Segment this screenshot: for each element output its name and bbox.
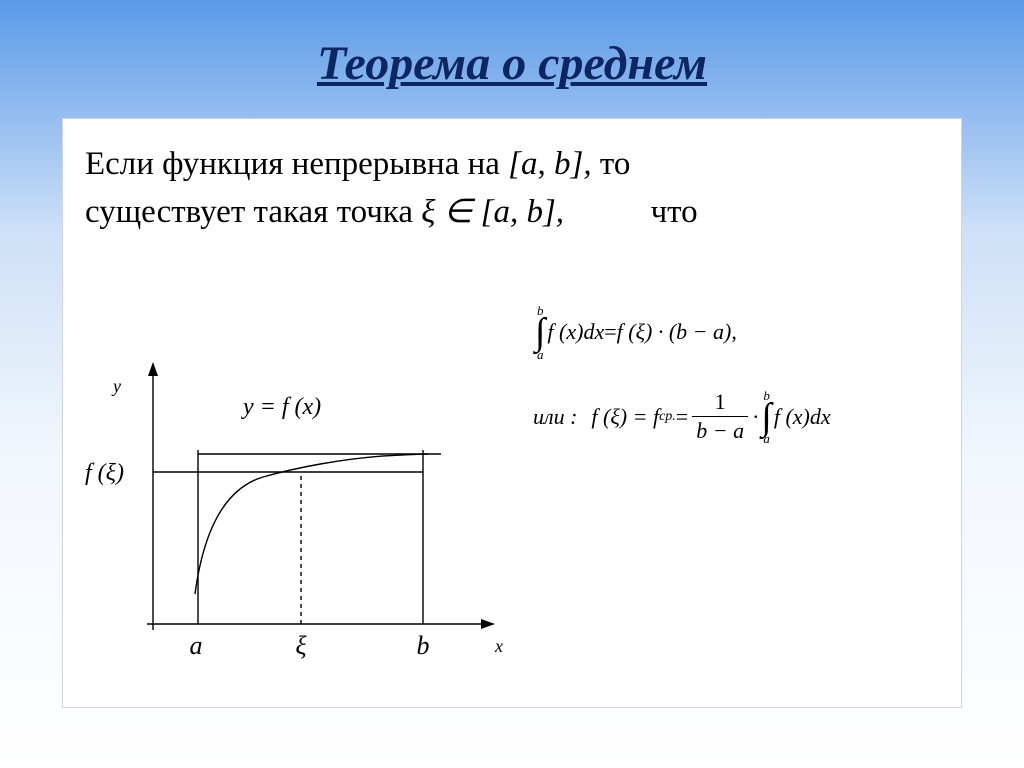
- a-label: a: [190, 631, 203, 660]
- formula2-dot: ·: [752, 404, 759, 430]
- frac-den: b − a: [692, 416, 748, 443]
- frac-num: 1: [711, 390, 730, 416]
- theorem-statement: Если функция непрерывна на [a, b], то су…: [85, 141, 939, 237]
- function-curve: [195, 454, 428, 594]
- x-axis-label: x: [494, 636, 503, 656]
- formula2-prefix: или :: [533, 404, 577, 430]
- theorem-line1-pre: Если функция непрерывна на: [85, 146, 508, 182]
- formula2-lhs: f (ξ) = f: [591, 404, 659, 430]
- lower-region: b ∫ a f (x)dx = f (ξ) · (b − a), или : f…: [63, 284, 961, 707]
- int1-lower: a: [537, 348, 544, 361]
- theorem-line2-post: что: [651, 194, 698, 230]
- formula1-rhs: f (ξ) · (b − a),: [617, 319, 737, 345]
- int1-symbol: ∫: [535, 317, 545, 348]
- xi-label: ξ: [295, 631, 307, 660]
- y-axis-arrow: [148, 362, 158, 376]
- graph-svg: y x y = f (x) f (ξ) a ξ b: [83, 344, 513, 684]
- formulas-block: b ∫ a f (x)dx = f (ξ) · (b − a), или : f…: [533, 304, 953, 473]
- f-xi-label: f (ξ): [85, 460, 124, 486]
- theorem-line1-post: то: [592, 146, 631, 182]
- formula2-eq1: =: [676, 404, 688, 430]
- formula1-eq: =: [604, 319, 616, 345]
- y-axis-label: y: [111, 376, 121, 396]
- theorem-interval: [a, b],: [508, 146, 591, 182]
- curve-label: y = f (x): [241, 394, 321, 420]
- formula2-frac: 1 b − a: [692, 390, 748, 443]
- integral-1: b ∫ a: [535, 304, 545, 361]
- x-axis-arrow: [481, 619, 495, 629]
- integral-2: b ∫ a: [761, 389, 771, 446]
- int2-lower: a: [763, 432, 770, 445]
- slide-title: Теорема о среднем: [0, 0, 1024, 91]
- graph-figure: y x y = f (x) f (ξ) a ξ b: [83, 344, 513, 684]
- theorem-xi: ξ ∈ [a, b],: [421, 194, 564, 230]
- int1-integrand: f (x)dx: [547, 319, 604, 345]
- content-panel: Если функция непрерывна на [a, b], то су…: [62, 118, 962, 708]
- slide: Теорема о среднем Если функция непрерывн…: [0, 0, 1024, 768]
- int2-symbol: ∫: [761, 402, 771, 433]
- int2-integrand: f (x)dx: [774, 404, 831, 430]
- formula-2: или : f (ξ) = fср. = 1 b − a · b ∫ a f (…: [533, 389, 953, 446]
- formula-1: b ∫ a f (x)dx = f (ξ) · (b − a),: [533, 304, 953, 361]
- b-label: b: [417, 631, 430, 660]
- theorem-line2-pre: существует такая точка: [85, 194, 421, 230]
- formula2-sub: ср.: [659, 409, 676, 425]
